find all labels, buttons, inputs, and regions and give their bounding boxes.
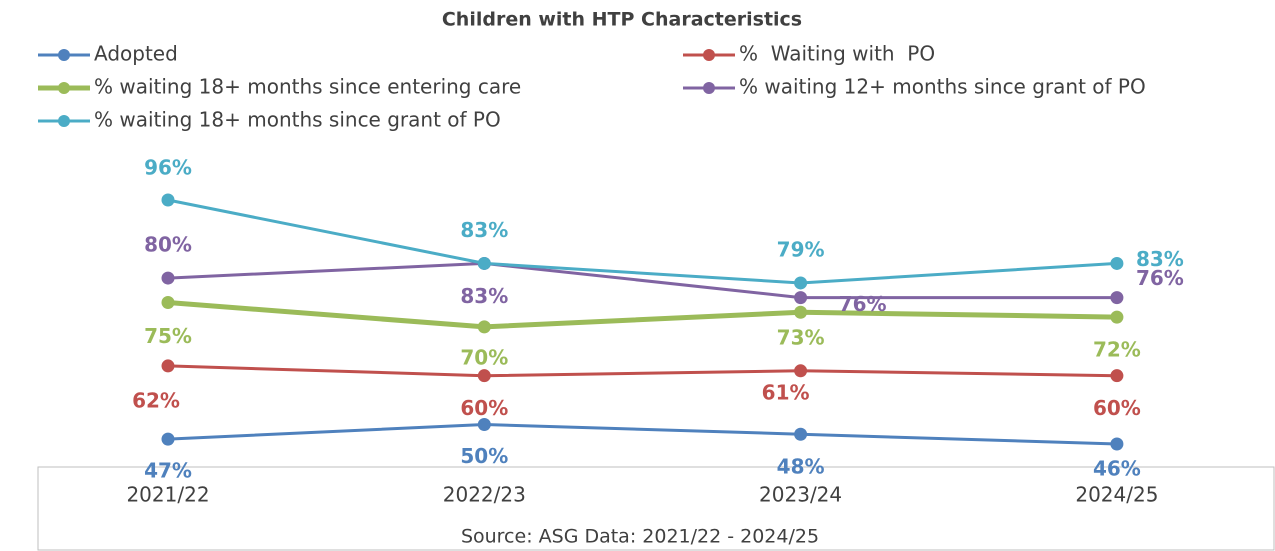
- source-note: Source: ASG Data: 2021/22 - 2024/25: [461, 526, 819, 548]
- data-label: 79%: [777, 237, 825, 261]
- data-label: 73%: [777, 326, 825, 350]
- data-point: [794, 305, 808, 319]
- series-line: [167, 261, 1117, 300]
- data-point: [1110, 256, 1124, 270]
- data-point: [1110, 437, 1124, 451]
- data-label: 76%: [1136, 266, 1184, 290]
- legend-marker: [703, 82, 715, 94]
- chart-title: Children with HTP Characteristics: [442, 9, 802, 31]
- legend-marker: [58, 115, 70, 127]
- data-label: 96%: [144, 156, 192, 180]
- data-label: 60%: [1093, 396, 1141, 420]
- data-label: 83%: [460, 218, 508, 242]
- data-label: 75%: [144, 324, 192, 348]
- data-point: [161, 359, 175, 373]
- legend-label: % waiting 12+ months since grant of PO: [739, 75, 1146, 99]
- data-point: [794, 427, 808, 441]
- data-label: 47%: [144, 459, 192, 483]
- data-point: [477, 320, 491, 334]
- data-label: 80%: [144, 233, 192, 257]
- data-label: 83%: [1136, 247, 1184, 271]
- data-point: [477, 369, 491, 383]
- legend-label: % Waiting with PO: [739, 42, 935, 66]
- data-point: [794, 364, 808, 378]
- series-line: [167, 422, 1117, 446]
- data-point: [1110, 310, 1124, 324]
- data-label: 76%: [839, 292, 887, 316]
- legend-label: Adopted: [94, 42, 178, 66]
- data-point: [161, 295, 175, 309]
- legend-label: % waiting 18+ months since grant of PO: [94, 108, 501, 132]
- data-point: [1110, 369, 1124, 383]
- data-point: [161, 271, 175, 285]
- data-label: 48%: [777, 455, 825, 479]
- data-point: [794, 276, 808, 290]
- x-tick-label: 2024/25: [1075, 483, 1158, 507]
- data-point: [477, 256, 491, 270]
- x-tick-label: 2023/24: [759, 483, 842, 507]
- data-label: 50%: [460, 444, 508, 468]
- data-label: 60%: [460, 396, 508, 420]
- data-point: [161, 432, 175, 446]
- data-point: [477, 417, 491, 431]
- series-line: [167, 364, 1117, 378]
- axis-box: [37, 466, 1275, 551]
- data-label: 70%: [460, 345, 508, 369]
- data-label: 83%: [460, 284, 508, 308]
- legend-marker: [58, 49, 70, 61]
- data-point: [161, 193, 175, 207]
- data-label: 61%: [762, 380, 810, 404]
- legend-label: % waiting 18+ months since entering care: [94, 75, 521, 99]
- series-line: [167, 300, 1117, 330]
- data-point: [794, 291, 808, 305]
- data-label: 62%: [132, 388, 180, 412]
- legend-marker: [703, 49, 715, 61]
- x-tick-label: 2021/22: [126, 483, 209, 507]
- series-line: [167, 198, 1117, 285]
- data-label: 72%: [1093, 338, 1141, 362]
- x-tick-label: 2022/23: [443, 483, 526, 507]
- data-label: 46%: [1093, 457, 1141, 481]
- data-point: [1110, 291, 1124, 305]
- legend-marker: [58, 82, 70, 94]
